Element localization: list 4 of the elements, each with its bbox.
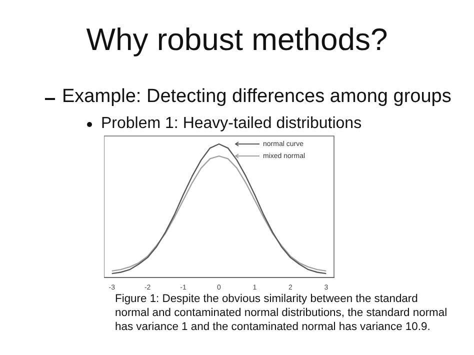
chart-title: Why robust methods? (85, 22, 389, 58)
text: Problem 1: Heavy-tailed distributions (101, 115, 362, 133)
caption: Figure 1: Despite the obvious similarity between the standard normal and contaminated normal distributions, the standard normal has variance 1 and the contaminated normal has variance 10.9. (115, 292, 448, 334)
chart-subtitle: Example: Detecting differences among groups (62, 86, 452, 108)
